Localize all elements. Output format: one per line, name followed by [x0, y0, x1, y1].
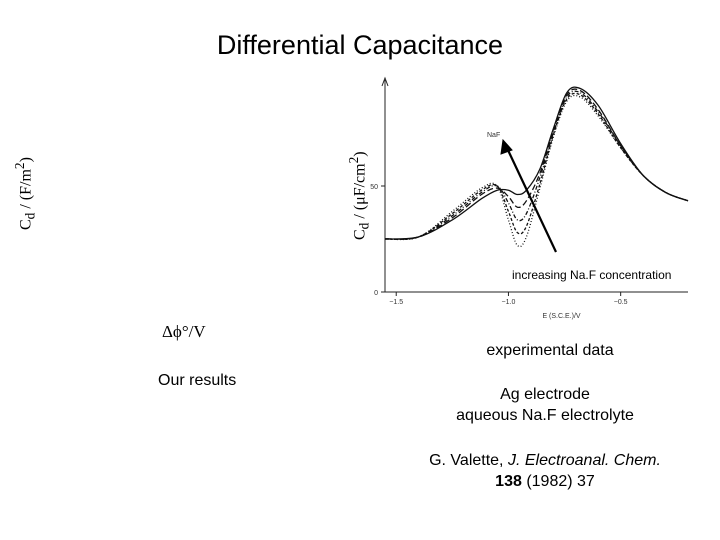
series-line-1	[384, 86, 689, 240]
chart-overlay	[500, 138, 557, 253]
x-tick-label: −0.5	[614, 299, 628, 306]
x-tick-label: −1.5	[389, 299, 403, 306]
citation-year-page: (1982) 37	[521, 473, 595, 490]
experimental-data-caption: experimental data	[486, 342, 614, 359]
legend-label: NaF	[487, 132, 500, 139]
series-line-5	[384, 94, 689, 248]
our-results-label: Our results	[158, 372, 237, 389]
chart-axes: −1.5 −1.0 −0.5 0 50 E (S.C.E.)/V NaF	[370, 76, 688, 320]
citation-volume: 138	[495, 473, 522, 490]
citation-journal: J. Electroanal. Chem.	[507, 452, 661, 469]
increasing-arrow-shaft	[506, 147, 557, 253]
increasing-arrow-head	[500, 138, 513, 155]
series-line-3	[384, 90, 689, 240]
delta-phi-label: Δϕ°/V	[162, 322, 206, 341]
series-line-2	[384, 88, 689, 240]
electrolyte-caption: aqueous Na.F electrolyte	[456, 407, 634, 424]
page-title: Differential Capacitance	[216, 30, 504, 60]
increasing-concentration-label: increasing Na.F concentration	[512, 268, 672, 282]
x-tick-label: −1.0	[502, 299, 516, 306]
series-line-4	[384, 92, 689, 241]
x-axis-label: E (S.C.E.)/V	[542, 313, 580, 320]
citation-authors: G. Valette,	[429, 452, 508, 469]
y-tick-label: 0	[374, 290, 378, 297]
electrode-caption: Ag electrode	[500, 386, 590, 403]
experiment-conditions: Ag electrode aqueous Na.F electrolyte	[420, 384, 670, 426]
y-tick-label: 50	[370, 184, 378, 191]
citation: G. Valette, J. Electroanal. Chem. 138 (1…	[380, 450, 710, 492]
y-axis-arrow	[381, 76, 389, 87]
chart-curves	[384, 86, 689, 248]
